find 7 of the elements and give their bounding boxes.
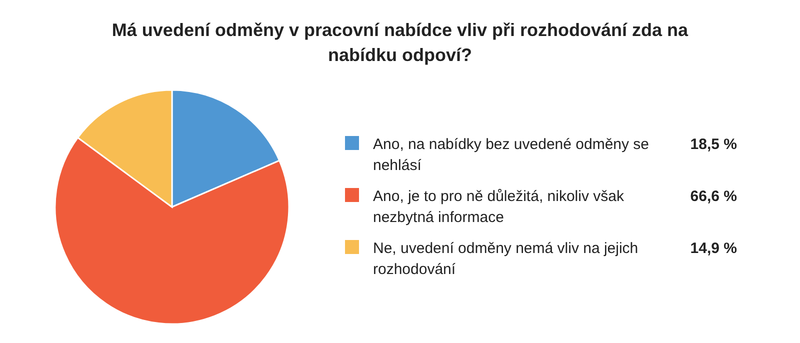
data-label: 66,6 % <box>690 188 737 205</box>
legend-label: Ne, uvedení odměny nemá vliv na jejich rozhodování <box>373 240 638 278</box>
data-label: 14,9 % <box>690 240 737 257</box>
legend-label: Ano, na nabídky bez uvedené odměny se nehlásí <box>373 136 650 174</box>
data-label: 18,5 % <box>690 136 737 153</box>
chart-title: Má uvedení odměny v pracovní nabídce vliv při rozhodování zda na nabídku odpoví? <box>112 20 690 65</box>
legend-label: Ano, je to pro ně důležitá, nikoliv však nezbytná informace <box>373 188 624 226</box>
